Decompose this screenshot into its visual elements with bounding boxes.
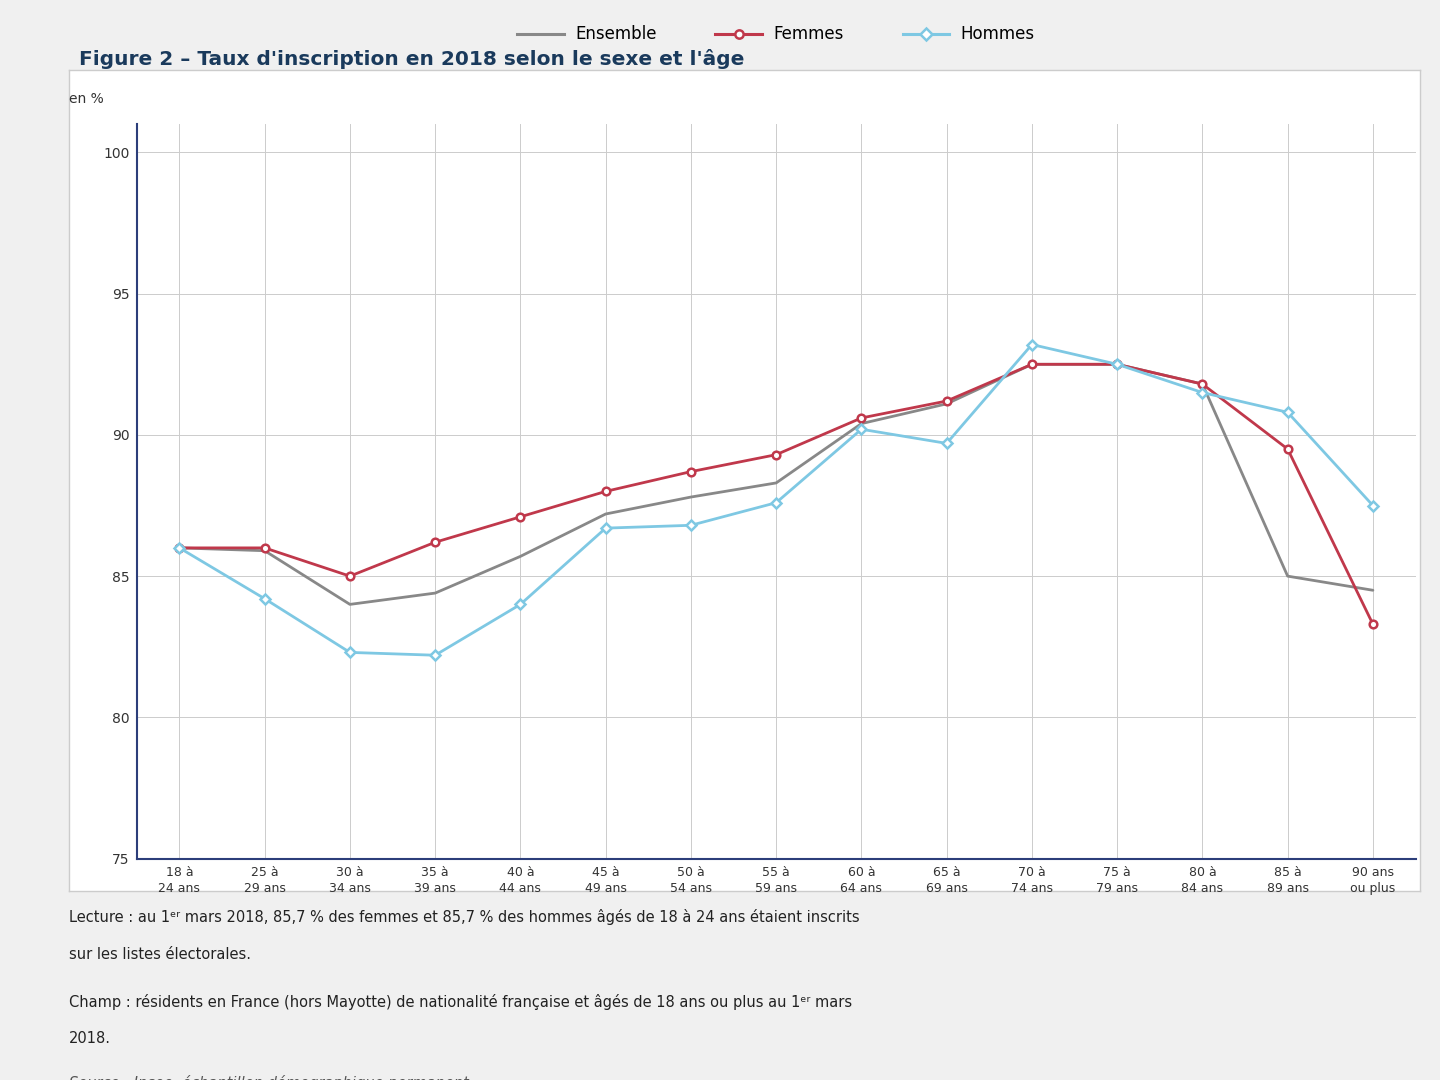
Text: 2018.: 2018. xyxy=(69,1031,111,1047)
Text: Source : Insee, échantillon démographique permanent.: Source : Insee, échantillon démographiqu… xyxy=(69,1075,474,1080)
Text: Lecture : au 1ᵉʳ mars 2018, 85,7 % des femmes et 85,7 % des hommes âgés de 18 à : Lecture : au 1ᵉʳ mars 2018, 85,7 % des f… xyxy=(69,909,860,926)
Text: en %: en % xyxy=(69,92,104,106)
Text: sur les listes électorales.: sur les listes électorales. xyxy=(69,947,251,962)
Text: Figure 2 – Taux d'inscription en 2018 selon le sexe et l'âge: Figure 2 – Taux d'inscription en 2018 se… xyxy=(79,49,744,69)
Text: Champ : résidents en France (hors Mayotte) de nationalité française et âgés de 1: Champ : résidents en France (hors Mayott… xyxy=(69,994,852,1010)
Legend: Ensemble, Femmes, Hommes: Ensemble, Femmes, Hommes xyxy=(511,18,1041,50)
